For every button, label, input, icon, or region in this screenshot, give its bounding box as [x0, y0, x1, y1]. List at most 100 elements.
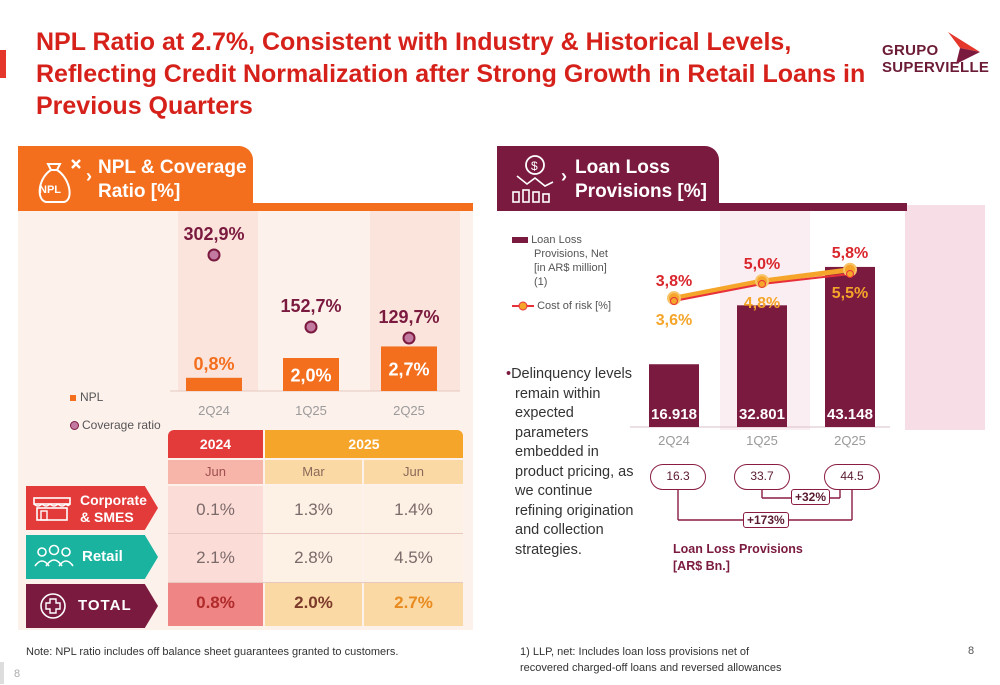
- npl-header-band: [18, 203, 473, 211]
- npl-data-label: 0,8%: [193, 354, 234, 374]
- npl-icon-text: NPL: [39, 184, 61, 196]
- page-number-left: 8: [14, 668, 21, 680]
- page-marker: [0, 662, 4, 684]
- table-col-mar: [265, 486, 362, 582]
- chevron-right-icon: ›: [86, 166, 92, 186]
- store-icon: [33, 497, 71, 521]
- row-label-text: Retail: [82, 548, 123, 565]
- legend-cost-of-risk: Cost of risk [%]: [512, 300, 611, 312]
- bullet-line: embedded in: [515, 444, 599, 460]
- column-shade: [178, 211, 258, 391]
- table-total-mar-bg: [265, 582, 362, 626]
- llp-caption-line1: Loan Loss Provisions: [673, 542, 803, 556]
- bullet-dot: •: [506, 366, 512, 382]
- table-total-cell: 2.0%: [294, 593, 333, 612]
- page-title: NPL Ratio at 2.7%, Consistent with Indus…: [36, 28, 866, 120]
- table-total-2024-bg: [168, 582, 263, 626]
- npl-header-line2: Ratio [%]: [98, 181, 181, 202]
- footnote-right-line1: 1) LLP, net: Includes loan loss provisio…: [520, 646, 750, 658]
- bullet-paragraph: •Delinquency levels remain within expect…: [506, 365, 636, 560]
- pill-2q24: 16.3: [650, 464, 706, 490]
- legend-llp-line: [in AR$ million]: [534, 262, 607, 274]
- cost-of-risk-label: 5,8%: [832, 245, 868, 262]
- legend-cor-swatch: [512, 301, 534, 311]
- table-cell: 1.3%: [294, 500, 333, 519]
- npl-data-label: 2,7%: [388, 360, 429, 380]
- legend-coverage-swatch: [70, 421, 79, 431]
- bullet-line: we continue: [515, 483, 593, 499]
- llp-chart: 16.918 2Q24 32.801 1Q25 43.148 2Q25 3,8% 5,0% 5,…: [630, 245, 890, 448]
- llp-header-line1: Loan Loss: [575, 157, 671, 178]
- x-tick-label: 2Q24: [658, 433, 690, 448]
- legend-npl-label: NPL: [80, 390, 104, 404]
- llp-bar-label: 16.918: [651, 406, 697, 423]
- legend-llp-line: Loan Loss: [531, 234, 582, 246]
- table-divider: [168, 533, 463, 534]
- llp-header-band: [497, 203, 907, 211]
- accent-bar: [0, 50, 6, 78]
- table-col-2024: [168, 486, 263, 582]
- llp-caption-line2: [AR$ Bn.]: [673, 559, 730, 573]
- table-col-jun: [364, 486, 463, 582]
- bullet-line: strategies.: [515, 541, 582, 558]
- logo-mark-icon: [948, 32, 980, 64]
- npl-panel-header: NPL › NPL & Coverage Ratio [%]: [18, 146, 253, 208]
- table-total-jun-bg: [364, 582, 463, 626]
- bullet-line: and collection: [515, 522, 604, 538]
- legend-llp: Loan Loss Provisions, Net [in AR$ millio…: [512, 233, 608, 289]
- footnote-left: Note: NPL ratio includes off balance she…: [26, 646, 399, 658]
- money-bag-icon: NPL: [38, 159, 81, 203]
- x-tick-label: 1Q25: [746, 433, 778, 448]
- bullet-line: product pricing, as: [515, 463, 634, 480]
- coverage-point: [402, 331, 416, 345]
- llp-bar-label: 32.801: [739, 406, 785, 423]
- row-label-total: TOTAL: [26, 584, 158, 628]
- legend-llp-line: Provisions, Net: [534, 248, 608, 260]
- legend-cor-label: Cost of risk [%]: [537, 300, 612, 312]
- npl-bar: [186, 377, 242, 391]
- people-icon: [34, 544, 74, 567]
- npl-bar: [381, 346, 437, 391]
- npl-header-line1: NPL & Coverage: [98, 157, 247, 178]
- cost-of-risk-point: [758, 279, 766, 288]
- cost-of-risk-label: 3,6%: [656, 312, 692, 329]
- legend-coverage: Coverage ratio: [70, 418, 161, 432]
- table-cell: 0.1%: [196, 500, 235, 519]
- plus-circle-icon: [40, 593, 66, 619]
- llp-caption: Loan Loss Provisions [AR$ Bn.]: [673, 541, 803, 575]
- legend-llp-line: (1): [534, 276, 548, 288]
- row-label-retail: Retail: [26, 535, 158, 579]
- table-year-2025: 2025: [265, 430, 463, 458]
- bullet-line: remain within: [515, 385, 601, 402]
- coverage-data-label: 129,7%: [378, 307, 439, 327]
- npl-bar: [283, 358, 339, 391]
- llp-bar: [649, 364, 699, 427]
- page-number: 8: [968, 645, 975, 657]
- llp-header-line2: Provisions [%]: [575, 181, 707, 202]
- llp-panel-header: $ › Loan Loss Provisions [%]: [497, 146, 719, 208]
- table-month: Jun: [364, 460, 463, 484]
- table-cell: 4.5%: [394, 548, 433, 567]
- x-tick-label: 1Q25: [295, 403, 327, 418]
- npl-data-label: 2,0%: [290, 366, 331, 386]
- row-label-text: TOTAL: [78, 597, 132, 614]
- company-logo: GRUPO SUPERVIELLE: [880, 32, 990, 82]
- coverage-point: [304, 320, 318, 334]
- table-month: Mar: [265, 460, 362, 484]
- chevron-right-icon: ›: [561, 166, 567, 186]
- row-label-corporate: Corporate & SMES: [26, 486, 158, 530]
- row-label-text: Corporate: [80, 492, 147, 508]
- cost-of-risk-label: 5,0%: [744, 256, 780, 273]
- footnote-right-line2: recovered charged-off loans and reversed…: [520, 662, 782, 674]
- pill-2q25: 44.5: [824, 464, 880, 490]
- logo-line2: SUPERVIELLE: [882, 59, 990, 76]
- table-cell: 2.8%: [294, 548, 333, 567]
- legend-npl: NPL: [70, 390, 103, 404]
- pill-1q25: 33.7: [734, 464, 790, 490]
- x-tick-label: 2Q25: [834, 433, 866, 448]
- table-total-cell: 0.8%: [196, 593, 235, 612]
- table-cell: 2.1%: [196, 548, 235, 567]
- coverage-data-label: 302,9%: [183, 224, 244, 244]
- row-label-text: & SMES: [80, 509, 134, 525]
- growth-long-label: +173%: [743, 512, 789, 528]
